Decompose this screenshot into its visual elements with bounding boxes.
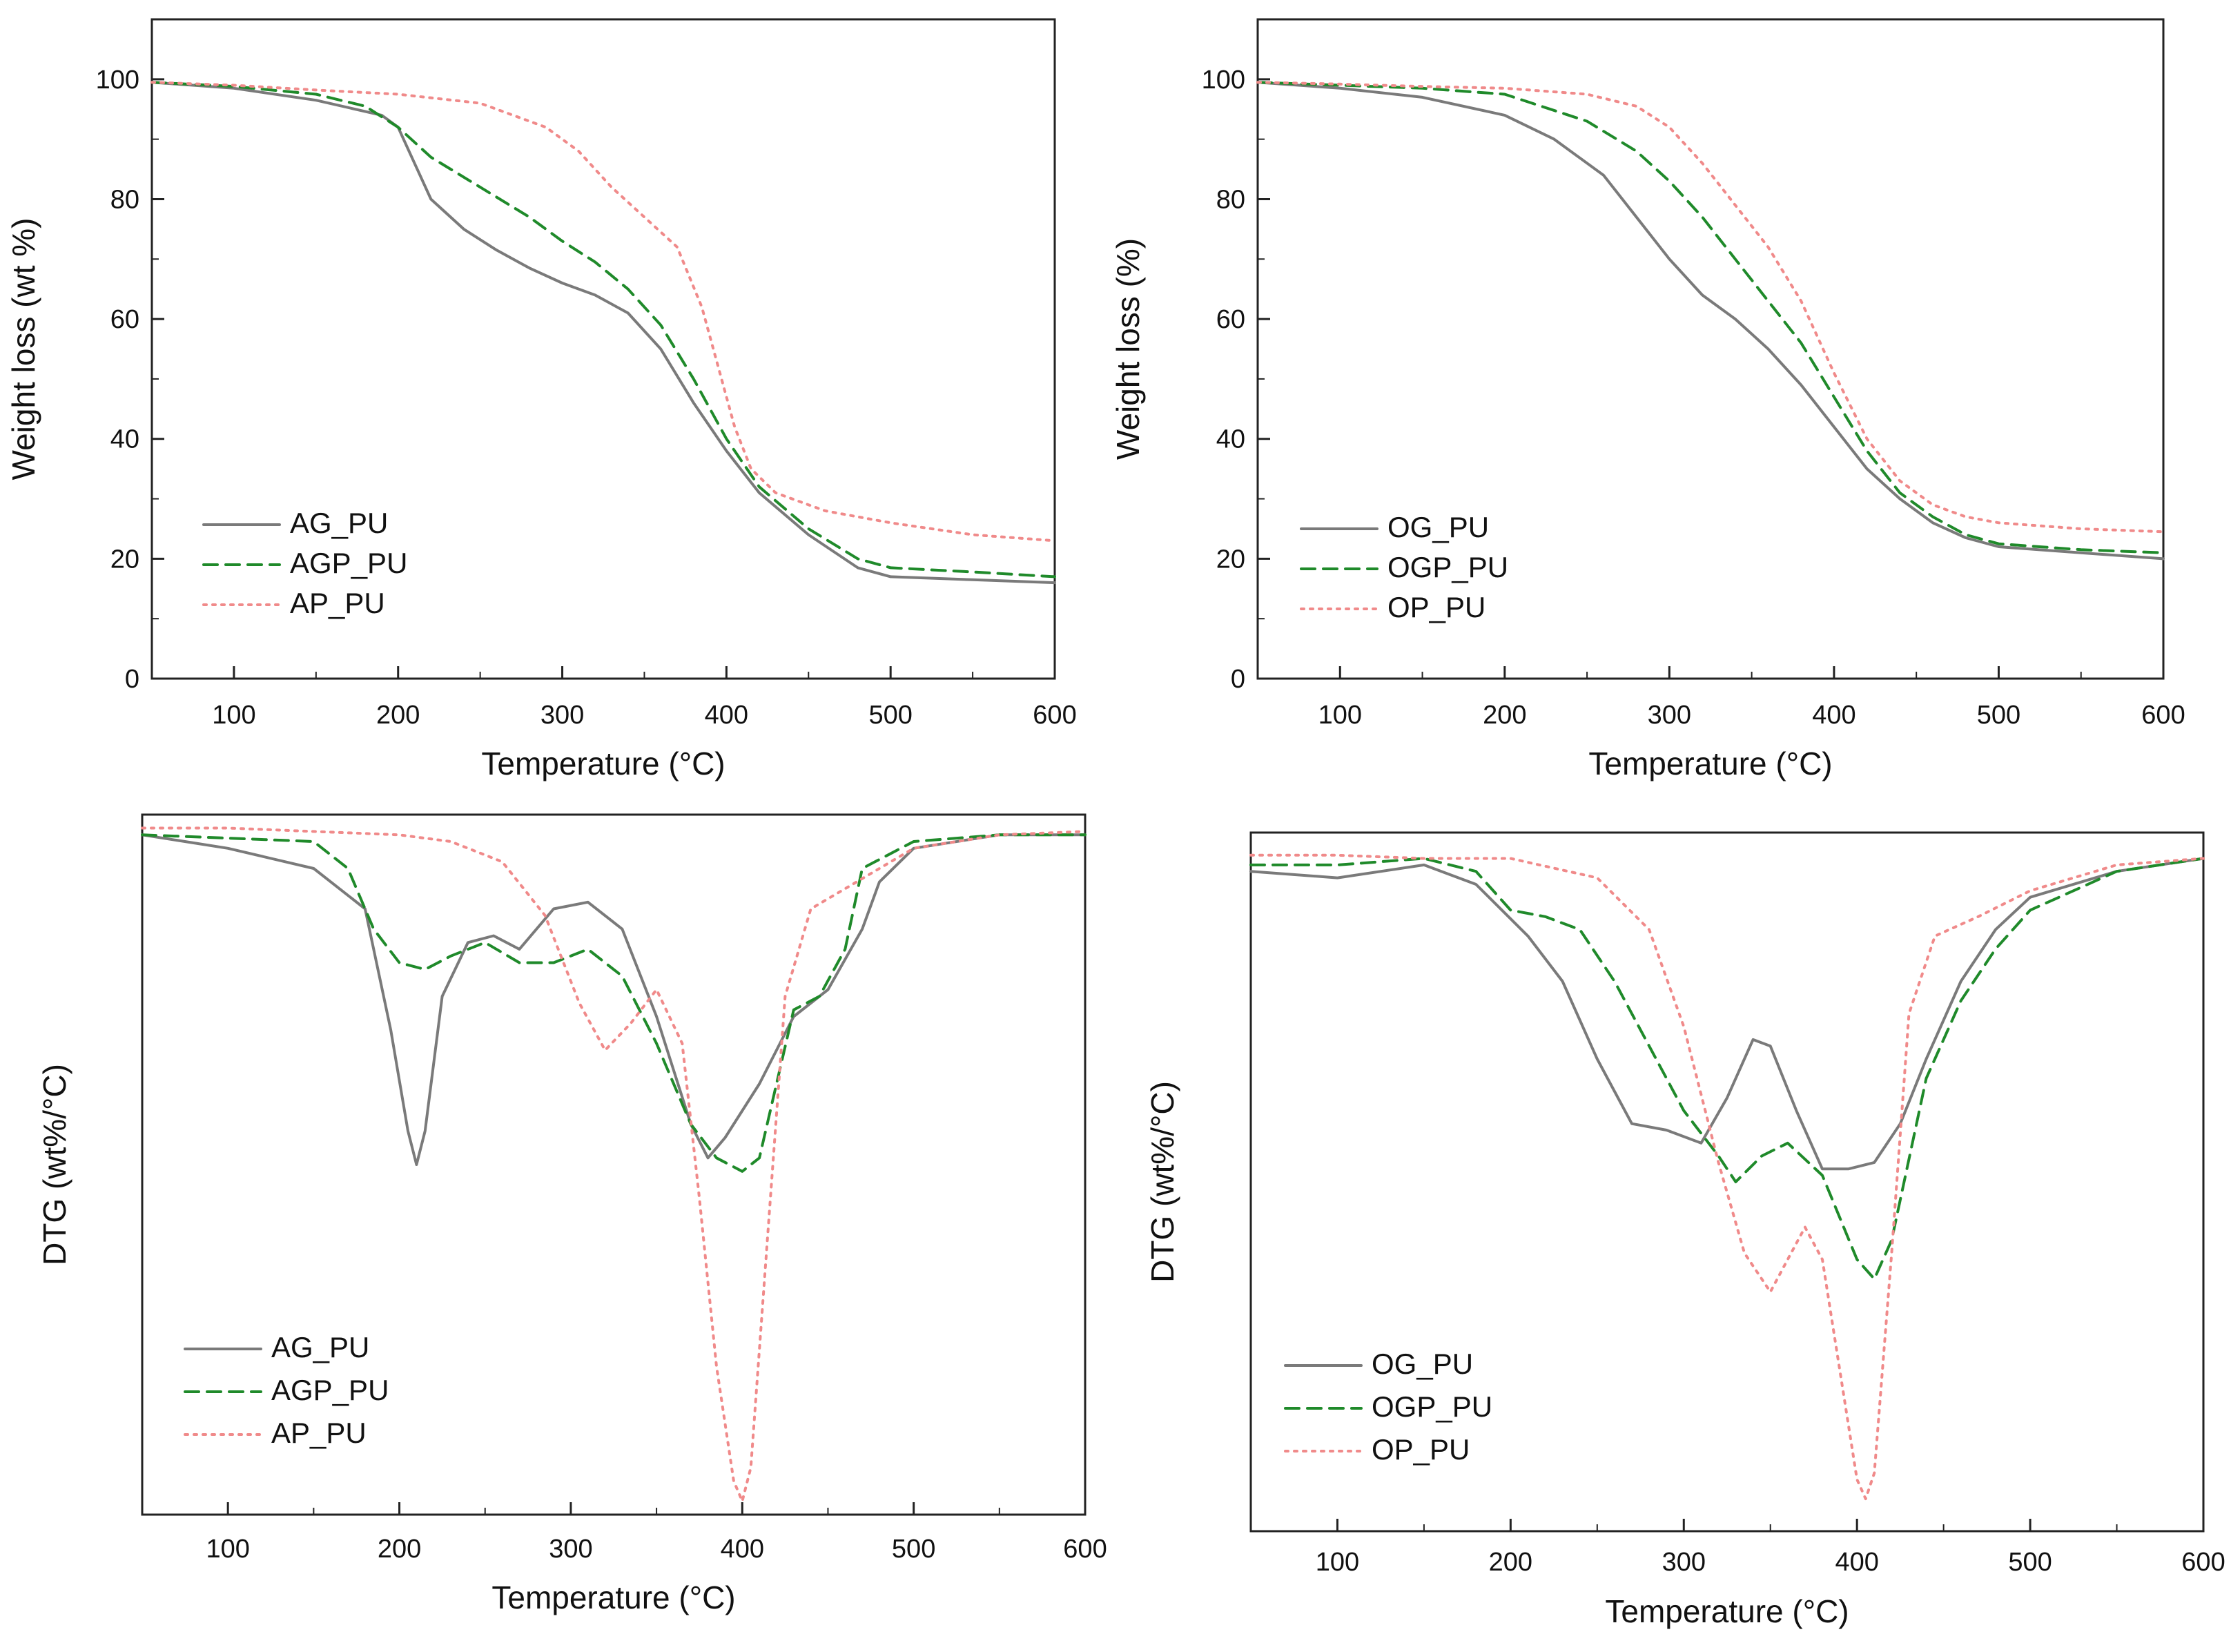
x-tick-label: 400 [1835, 1548, 1878, 1577]
y-tick-label: 40 [1216, 425, 1245, 454]
y-tick-label: 80 [1216, 185, 1245, 214]
plot-frame [141, 813, 1087, 1516]
plot-frame [150, 18, 1056, 680]
chart-panel-top-left: 100 200 300 400 500 600 0 20 40 60 80 100 Temperatur… [6, 18, 1077, 781]
x-tick-label: 100 [1318, 701, 1362, 730]
y-axis-label: Weight loss (%) [1110, 238, 1146, 460]
y-tick-label: 40 [110, 425, 139, 454]
legend-label: OG_PU [1372, 1348, 1473, 1380]
y-tick-label: 20 [110, 545, 139, 574]
x-tick-label: 200 [1489, 1548, 1532, 1577]
series-line-OGP_PU [1256, 81, 2165, 554]
x-axis-label: Temperature (°C) [1588, 746, 1832, 781]
series-line-OG_PU [1249, 857, 2205, 1171]
x-tick-label: 200 [378, 1535, 421, 1564]
x-tick-label: 600 [1063, 1535, 1107, 1564]
y-tick-label: 100 [96, 66, 139, 95]
legend-label: AG_PU [290, 507, 388, 539]
y-tick-label: 100 [1202, 66, 1245, 95]
x-tick-label: 100 [206, 1535, 249, 1564]
y-tick-label: 60 [110, 305, 139, 334]
legend-label: OG_PU [1387, 511, 1489, 543]
series-line-AP_PU [150, 81, 1056, 543]
chart-panel-top-right: 100 200 300 400 500 600 0 20 40 60 80 100 Temperatur… [1110, 18, 2185, 781]
legend-label: OGP_PU [1387, 551, 1508, 583]
x-tick-label: 300 [549, 1535, 592, 1564]
y-axis-label: DTG (wt%/°C) [1144, 1081, 1180, 1283]
x-axis-label: Temperature (°C) [1605, 1593, 1849, 1629]
x-tick-label: 600 [2141, 701, 2185, 730]
legend-label: OP_PU [1372, 1433, 1470, 1466]
legend-label: OGP_PU [1372, 1390, 1492, 1423]
series-line-OG_PU [1256, 81, 2165, 561]
y-tick-label: 80 [110, 185, 139, 214]
legend-label: AGP_PU [290, 547, 407, 579]
plot-frame [1256, 18, 2165, 680]
series-line-AG_PU [141, 833, 1087, 1166]
series-line-AP_PU [141, 826, 1087, 1503]
legend-label: OP_PU [1387, 591, 1485, 623]
y-axis-label: Weight loss (wt %) [6, 217, 41, 480]
series-line-AGP_PU [150, 81, 1056, 579]
x-tick-label: 500 [2008, 1548, 2052, 1577]
y-tick-label: 20 [1216, 545, 1245, 574]
x-axis-label: Temperature (°C) [491, 1580, 735, 1615]
legend-label: AGP_PU [271, 1374, 389, 1406]
x-tick-label: 600 [2181, 1548, 2225, 1577]
series-line-OP_PU [1249, 853, 2205, 1501]
legend-label: AP_PU [271, 1417, 367, 1449]
x-tick-label: 200 [376, 701, 420, 730]
series-line-OGP_PU [1249, 857, 2205, 1281]
x-tick-label: 300 [1662, 1548, 1706, 1577]
x-tick-label: 100 [1316, 1548, 1359, 1577]
x-tick-label: 400 [721, 1535, 764, 1564]
y-tick-label: 60 [1216, 305, 1245, 334]
y-axis-label: DTG (wt%/°C) [37, 1064, 72, 1265]
x-tick-label: 300 [1648, 701, 1691, 730]
legend-label: AG_PU [271, 1331, 369, 1363]
legend-label: AP_PU [290, 587, 385, 619]
x-tick-label: 500 [892, 1535, 935, 1564]
x-tick-label: 300 [540, 701, 584, 730]
x-tick-label: 400 [705, 701, 748, 730]
x-tick-label: 600 [1033, 701, 1076, 730]
x-axis-label: Temperature (°C) [481, 746, 725, 781]
y-tick-label: 0 [125, 665, 139, 694]
x-tick-label: 500 [868, 701, 912, 730]
series-line-OP_PU [1256, 81, 2165, 534]
chart-panel-bottom-right: 100 200 300 400 500 600 Temperature (°C) DTG (w… [1144, 831, 2225, 1629]
x-tick-label: 200 [1483, 701, 1526, 730]
chart-panel-bottom-left: 100 200 300 400 500 600 Temperature (°C) DTG (w… [37, 813, 1107, 1615]
x-tick-label: 400 [1812, 701, 1855, 730]
plot-frame [1249, 831, 2205, 1533]
x-tick-label: 500 [1977, 701, 2020, 730]
series-line-AGP_PU [141, 833, 1087, 1173]
y-tick-label: 0 [1231, 665, 1245, 694]
x-tick-label: 100 [212, 701, 255, 730]
